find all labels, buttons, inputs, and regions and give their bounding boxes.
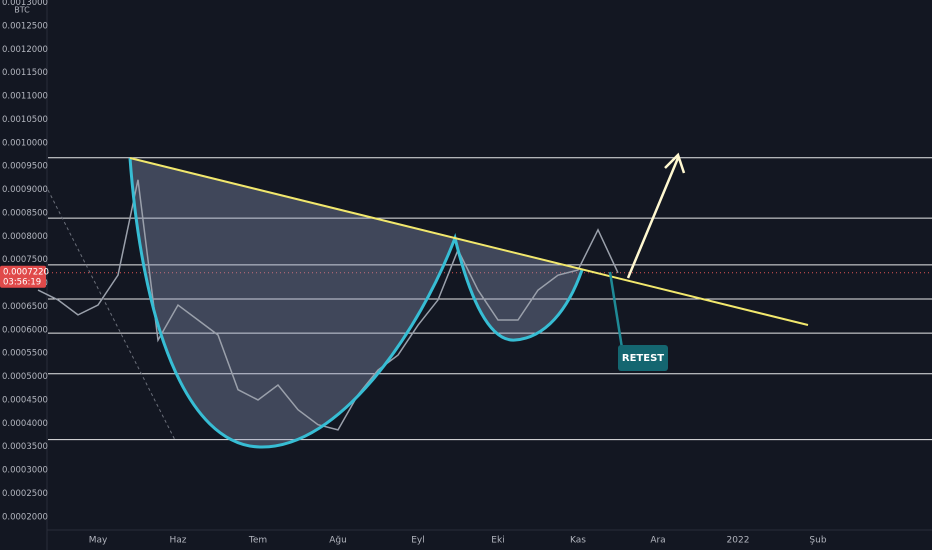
y-axis: 0.0002000 0.0002500 0.0003000 0.0003500 0.00…: [0, 0, 827, 546]
x-tick-label: Eki: [491, 536, 504, 546]
breakout-arrow: [626, 152, 686, 279]
y-tick-label: 0.0002000: [2, 512, 48, 522]
x-tick-label: Kas: [570, 536, 586, 546]
x-tick-label: May: [89, 536, 108, 546]
y-tick-label: 0.0012500: [2, 21, 48, 31]
y-tick-label: 0.0003000: [2, 466, 48, 476]
levels: [48, 157, 932, 441]
x-tick-label: 2022: [727, 536, 750, 546]
cup-handle-curve: [128, 157, 584, 449]
x-tick-label: Tem: [248, 536, 267, 546]
dashed-trend: [47, 189, 176, 441]
y-tick-label: 0.0009500: [2, 162, 48, 172]
y-tick-label: 0.0012000: [2, 45, 48, 55]
unit-label: BTC: [14, 6, 30, 15]
y-tick-label: 0.0003500: [2, 442, 48, 452]
y-tick-label: 0.0008500: [2, 208, 48, 218]
last-price-label: 0.0007220: [3, 267, 49, 277]
retest-box: [618, 345, 668, 371]
y-tick-label: 0.0005000: [2, 372, 48, 382]
y-tick-label: 0.0004000: [2, 419, 48, 429]
y-tick-label: 0.0007500: [2, 255, 48, 265]
y-tick-label: 0.0006000: [2, 325, 48, 335]
y-tick-label: 0.0009000: [2, 185, 48, 195]
countdown: 03:56:19: [3, 277, 41, 287]
y-tick-label: 0.0004500: [2, 395, 48, 405]
x-tick-label: Şub: [809, 536, 826, 546]
cup-fill: [130, 158, 582, 448]
y-tick-label: 0.0010500: [2, 115, 48, 125]
y-tick-label: 0.0010000: [2, 138, 48, 148]
x-tick-label: Haz: [169, 536, 186, 546]
y-tick-label: 0.0008000: [2, 232, 48, 242]
x-tick-label: Eyl: [411, 536, 425, 546]
y-tick-label: 0.0011500: [2, 68, 48, 78]
y-tick-label: 0.0011000: [2, 92, 48, 102]
retest-label: RETEST: [622, 353, 664, 364]
y-tick-label: 0.0013000: [2, 0, 48, 8]
y-tick-label: 0.0006500: [2, 302, 48, 312]
y-tick-label: 0.0002500: [2, 489, 48, 499]
x-tick-label: Ara: [650, 536, 665, 546]
trendline: [129, 157, 809, 326]
retest-pointer: [608, 271, 624, 349]
x-tick-label: Ağu: [329, 536, 347, 546]
y-tick-label: 0.0005500: [2, 349, 48, 359]
last-price-box: [0, 265, 46, 288]
